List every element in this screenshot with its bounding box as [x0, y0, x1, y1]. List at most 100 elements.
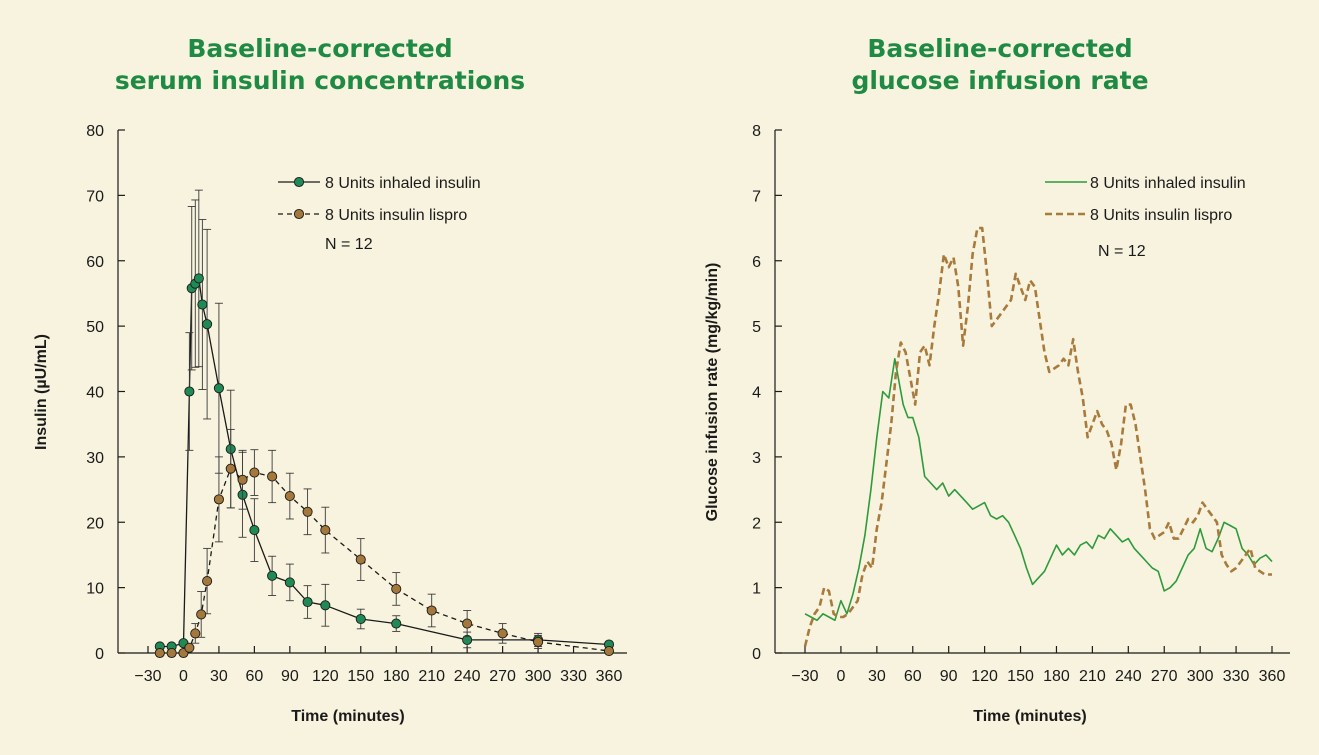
y-tick-label: 30	[86, 450, 104, 467]
x-tick-label: 150	[1007, 668, 1034, 685]
legend-marker-inhaled	[293, 176, 305, 188]
chart-title-line-2: glucose infusion rate	[851, 66, 1148, 95]
x-tick-label: 90	[281, 668, 299, 685]
series-line-lispro	[803, 226, 1272, 647]
x-tick-label: 360	[1259, 668, 1286, 685]
chart-title-line-2: serum insulin concentrations	[115, 66, 525, 95]
x-tick-label: −30	[134, 668, 161, 685]
data-point-inhaled	[302, 596, 313, 608]
data-point-lispro	[237, 474, 248, 485]
y-tick-label: 10	[86, 581, 104, 598]
y-axis-label: Glucose infusion rate (mg/kg/min)	[704, 263, 721, 522]
y-tick-label: 20	[86, 515, 104, 532]
data-point-lispro	[184, 642, 195, 653]
x-tick-label: 210	[418, 668, 445, 685]
x-tick-label: 120	[312, 668, 339, 685]
data-point-inhaled	[249, 525, 260, 536]
tick-group: 0 10 20 30 40 50 60 70 80 −30 0 30 60 90 120 150 180 210 2…	[86, 123, 622, 685]
data-point-inhaled	[355, 613, 366, 625]
x-tick-label: 300	[1187, 668, 1214, 685]
legend-marker-lispro	[293, 208, 305, 220]
x-axis-label: Time (minutes)	[291, 708, 405, 725]
data-point-lispro	[302, 506, 313, 517]
data-point-lispro	[355, 554, 366, 565]
x-tick-label: 240	[454, 668, 481, 685]
x-tick-label: 30	[210, 668, 228, 685]
series-line-inhaled	[804, 357, 1273, 622]
y-tick-label: 4	[752, 385, 761, 402]
y-tick-label: 80	[86, 123, 104, 140]
data-point-lispro	[462, 618, 473, 629]
chart-insulin: Baseline-corrected serum insulin concent…	[33, 34, 627, 725]
legend: 8 Units inhaled insulin 8 Units insulin …	[278, 175, 481, 253]
y-tick-label: 2	[752, 515, 761, 532]
series-line-inhaled	[159, 277, 610, 648]
y-tick-label: 5	[752, 319, 761, 336]
legend: 8 Units inhaled insulin 8 Units insulin …	[1045, 175, 1246, 260]
chart-glucose: Baseline-corrected glucose infusion rate…	[704, 34, 1290, 725]
x-tick-label: 30	[868, 668, 886, 685]
y-tick-label: 70	[86, 188, 104, 205]
chart-title-line-1: Baseline-corrected	[187, 34, 452, 63]
x-tick-label: 240	[1115, 668, 1142, 685]
x-tick-label: 0	[179, 668, 188, 685]
series-line-lispro	[159, 467, 610, 654]
y-tick-label: 6	[752, 254, 761, 271]
y-tick-label: 0	[752, 646, 761, 663]
y-tick-label: 7	[752, 188, 761, 205]
data-point-inhaled	[391, 618, 402, 629]
data-point-lispro	[249, 467, 260, 478]
legend-label-lispro: 8 Units insulin lispro	[1090, 207, 1232, 224]
data-point-lispro	[284, 491, 295, 502]
data-point-inhaled	[284, 577, 295, 588]
x-tick-label: 120	[971, 668, 998, 685]
data-point-lispro	[154, 647, 165, 659]
y-tick-label: 0	[95, 646, 104, 663]
y-tick-label: 8	[752, 123, 761, 140]
y-tick-label: 3	[752, 450, 761, 467]
x-tick-label: 180	[1043, 668, 1070, 685]
data-point-inhaled	[193, 273, 204, 284]
data-point-inhaled	[213, 383, 224, 394]
x-tick-label: −30	[791, 668, 818, 685]
data-point-inhaled	[267, 570, 278, 581]
data-point-lispro	[267, 471, 278, 482]
data-point-lispro	[320, 525, 331, 536]
legend-label-inhaled: 8 Units inhaled insulin	[1090, 175, 1246, 192]
plot-area	[803, 226, 1273, 647]
data-point-lispro	[603, 645, 615, 657]
data-point-lispro	[213, 494, 224, 505]
x-tick-label: 180	[383, 668, 410, 685]
data-point-lispro	[391, 583, 402, 594]
y-axis-label: Insulin (µU/mL)	[33, 334, 50, 450]
data-point-lispro	[426, 605, 437, 616]
x-tick-label: 270	[489, 668, 516, 685]
data-point-inhaled	[202, 319, 213, 330]
x-tick-label: 270	[1151, 668, 1178, 685]
data-point-lispro	[225, 463, 236, 474]
y-tick-label: 50	[86, 319, 104, 336]
x-tick-label: 330	[560, 668, 587, 685]
data-point-lispro	[533, 636, 544, 647]
y-tick-label: 60	[86, 254, 104, 271]
plot-area	[154, 189, 615, 659]
x-tick-label: 210	[1079, 668, 1106, 685]
data-point-inhaled	[320, 600, 331, 611]
legend-note: N = 12	[1098, 243, 1146, 260]
data-point-lispro	[190, 628, 201, 639]
legend-label-inhaled: 8 Units inhaled insulin	[325, 175, 481, 192]
x-tick-label: 150	[347, 668, 374, 685]
data-point-lispro	[196, 609, 207, 620]
x-tick-label: 360	[596, 668, 623, 685]
data-point-inhaled	[197, 299, 208, 310]
x-axis-label: Time (minutes)	[973, 708, 1087, 725]
tick-group: 0 1 2 3 4 5 6 7 8 −30 0 30 60 90 120 150 180 210 240 270 300…	[752, 123, 1285, 685]
legend-label-lispro: 8 Units insulin lispro	[325, 207, 467, 224]
x-tick-label: 300	[525, 668, 552, 685]
x-tick-label: 60	[904, 668, 922, 685]
data-point-lispro	[497, 628, 508, 639]
chart-title-line-1: Baseline-corrected	[867, 34, 1132, 63]
data-point-lispro	[202, 576, 213, 587]
